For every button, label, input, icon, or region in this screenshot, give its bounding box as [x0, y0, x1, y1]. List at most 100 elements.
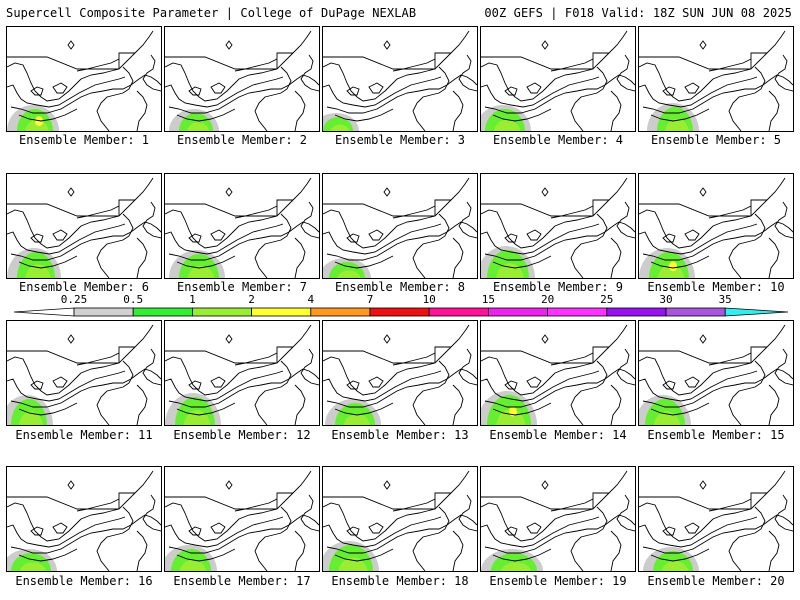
- coastline: [642, 368, 793, 408]
- coastline: [610, 237, 622, 278]
- coastline: [168, 221, 319, 261]
- border-line: [323, 350, 435, 364]
- coastline: [142, 54, 161, 92]
- member-map-svg: [323, 324, 477, 425]
- coastline: [458, 494, 477, 532]
- coastline: [492, 108, 552, 122]
- coastline: [323, 370, 442, 402]
- coastline: [346, 526, 360, 536]
- coastline: [323, 516, 442, 548]
- coastline: [650, 108, 710, 122]
- ensemble-member-map: [322, 466, 478, 572]
- ensemble-member-map: [638, 320, 794, 426]
- coastline: [368, 376, 384, 388]
- station-marker: [225, 334, 233, 344]
- coastline: [570, 213, 608, 278]
- scp-shading-1: [330, 124, 350, 131]
- coastline: [458, 201, 477, 239]
- coastline: [323, 30, 470, 102]
- coastline: [412, 66, 450, 131]
- coastline: [96, 506, 134, 571]
- station-marker: [699, 334, 707, 344]
- border-line: [276, 52, 293, 69]
- coastline: [452, 90, 464, 131]
- coastline: [684, 82, 700, 94]
- member-map-svg: [7, 30, 161, 131]
- coastline: [18, 108, 78, 122]
- station-marker: [383, 480, 391, 490]
- border-line: [323, 203, 435, 217]
- colorbar-left-arrow: [13, 307, 75, 317]
- ensemble-member-caption: Ensemble Member: 20: [647, 574, 785, 588]
- coastline: [774, 201, 793, 239]
- ensemble-member-map: [638, 466, 794, 572]
- coastline: [323, 177, 470, 249]
- colorbar-tick-label: 7: [367, 293, 374, 306]
- member-map-svg: [481, 177, 635, 278]
- station-marker: [225, 40, 233, 50]
- border-line: [165, 350, 277, 364]
- ensemble-member-map: [322, 26, 478, 132]
- coastline: [165, 370, 284, 402]
- coastline: [7, 76, 126, 108]
- coastline: [142, 494, 161, 532]
- coastline: [254, 213, 292, 278]
- station-marker: [699, 480, 707, 490]
- border-line: [118, 52, 135, 69]
- coastline: [165, 324, 312, 396]
- coastline: [768, 384, 780, 425]
- colorbar-tick-label: 0.25: [61, 293, 88, 306]
- coastline: [188, 526, 202, 536]
- border-line: [276, 492, 293, 509]
- ensemble-member-map: [322, 173, 478, 279]
- station-marker: [225, 187, 233, 197]
- station-marker: [383, 40, 391, 50]
- border-line: [276, 199, 293, 216]
- member-map-svg: [165, 470, 319, 571]
- ensemble-member-map: [6, 320, 162, 426]
- station-marker: [67, 480, 75, 490]
- member-map-svg: [481, 470, 635, 571]
- coastline: [188, 380, 202, 390]
- coastline: [96, 213, 134, 278]
- coastline: [412, 213, 450, 278]
- coastline: [323, 470, 470, 542]
- coastline: [662, 526, 676, 536]
- coastline: [326, 74, 477, 114]
- coastline: [368, 82, 384, 94]
- member-map-svg: [323, 470, 477, 571]
- coastline: [176, 108, 236, 122]
- ensemble-member-map: [164, 173, 320, 279]
- colorbar-tick-label: 35: [719, 293, 732, 306]
- ensemble-member-map: [480, 173, 636, 279]
- coastline: [346, 233, 360, 243]
- run-valid-time: 00Z GEFS | F018 Valid: 18Z SUN JUN 08 20…: [484, 6, 792, 20]
- coastline: [481, 470, 628, 542]
- coastline: [165, 223, 284, 255]
- ensemble-member-caption: Ensemble Member: 3: [334, 133, 466, 147]
- coastline: [10, 368, 161, 408]
- coastline: [346, 86, 360, 96]
- border-line: [592, 346, 609, 363]
- coastline: [188, 233, 202, 243]
- coastline: [570, 66, 608, 131]
- coastline: [168, 74, 319, 114]
- ensemble-member-map: [164, 26, 320, 132]
- coastline: [492, 548, 552, 562]
- station-marker: [383, 187, 391, 197]
- coastline: [176, 255, 236, 269]
- ensemble-member-map: [322, 320, 478, 426]
- ensemble-member-map: [638, 173, 794, 279]
- coastline: [639, 516, 758, 548]
- ensemble-member-map: [6, 466, 162, 572]
- coastline: [526, 376, 542, 388]
- scp-shading-1: [500, 562, 532, 571]
- scp-shading-1: [337, 270, 361, 278]
- ensemble-member-caption: Ensemble Member: 6: [18, 280, 150, 294]
- member-map-svg: [165, 177, 319, 278]
- colorbar-tick-label: 4: [307, 293, 314, 306]
- coastline: [504, 526, 518, 536]
- colorbar-segment: [251, 307, 312, 317]
- coastline: [10, 514, 161, 554]
- coastline: [7, 470, 154, 542]
